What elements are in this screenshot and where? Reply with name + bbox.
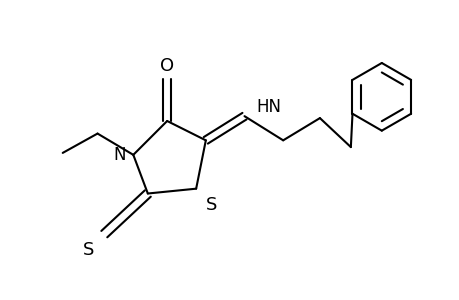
Text: S: S: [83, 241, 95, 259]
Text: O: O: [160, 57, 174, 75]
Text: HN: HN: [256, 98, 280, 116]
Text: N: N: [113, 146, 125, 164]
Text: S: S: [205, 196, 217, 214]
